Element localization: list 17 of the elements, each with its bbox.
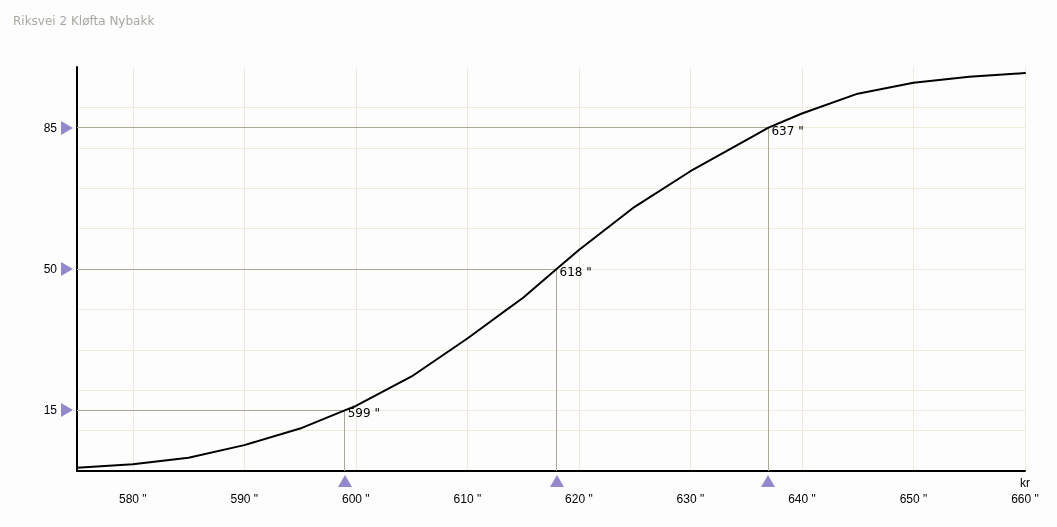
x-tick-label: 650 " [899,492,928,506]
x-tick-label: 620 " [565,492,593,506]
x-tick-label: 600 " [342,492,370,506]
x-tick-label: 590 " [230,492,259,506]
y-tick-label: 15 [43,403,58,418]
x-tick-label: 630 " [676,492,705,506]
x-axis-title: kr [1020,476,1030,490]
x-tick-label: 580 " [118,492,147,506]
y-tick-label: 50 [43,262,58,276]
x-tick-label: 660 " [1011,492,1039,506]
x-tick-label: 610 " [453,492,482,506]
ref-line-label: 618 " [559,265,592,279]
x-tick-label: 640 " [788,492,816,506]
ref-line-label: 599 " [347,406,380,421]
ref-line-label: 637 " [771,123,804,138]
chart-title: Riksvei 2 Kløfta Nybakk [13,14,155,28]
y-tick-label: 85 [43,120,58,135]
